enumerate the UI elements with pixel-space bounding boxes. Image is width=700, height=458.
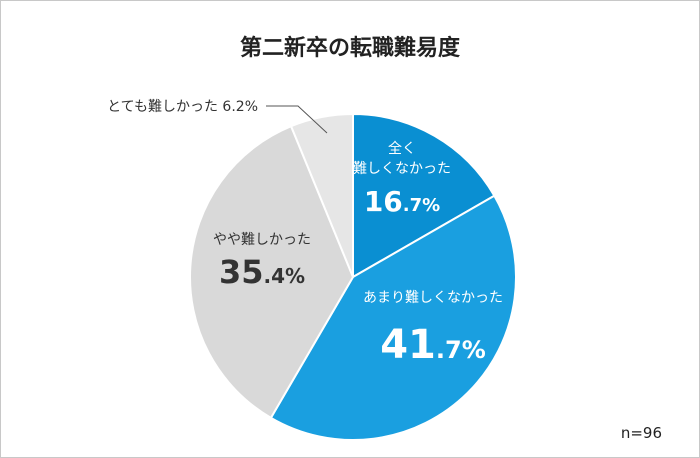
slice-value-amari: 41.7% [380, 322, 486, 368]
slice-value-zenku: 16.7% [364, 185, 440, 218]
chart-title: 第二新卒の転職難易度 [239, 36, 460, 61]
slice-label-zenku: 全く [388, 140, 416, 157]
pie-slice-zenku [352, 112, 496, 279]
pie-slice-amari [269, 194, 517, 441]
slice-label-yaya: やや難しかった [213, 232, 311, 248]
slice-label-amari: あまり難しくなかった [363, 290, 503, 306]
pie-slice-totemo [289, 112, 354, 278]
leader-line-totemo [266, 105, 328, 134]
slice-label-totemo: とても難しかった 6.2% [107, 99, 258, 115]
slice-value-yaya: 35.4% [219, 253, 305, 291]
sample-size-label: n=96 [620, 424, 662, 442]
pie-slice-yaya [189, 124, 355, 420]
slice-label-zenku: 難しくなかった [353, 161, 451, 177]
